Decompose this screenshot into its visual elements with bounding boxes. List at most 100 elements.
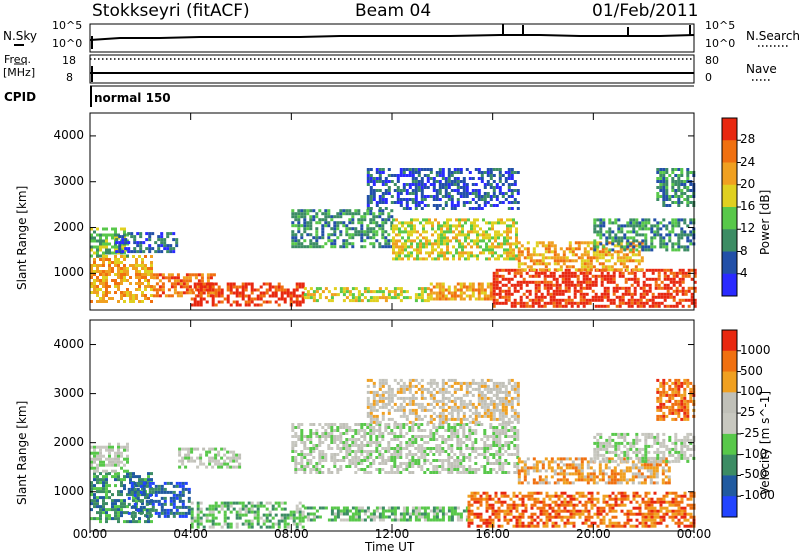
heatmap-cell xyxy=(333,456,337,459)
heatmap-cell xyxy=(136,487,140,491)
heatmap-cell xyxy=(465,186,469,189)
heatmap-cell xyxy=(393,174,397,177)
heatmap-cell xyxy=(653,245,657,249)
heatmap-cell xyxy=(366,287,370,291)
heatmap-cell xyxy=(595,259,599,263)
heatmap-cell xyxy=(160,502,164,506)
heatmap-cell xyxy=(141,264,144,267)
heatmap-cell xyxy=(157,250,161,254)
heatmap-cell xyxy=(130,232,134,236)
heatmap-cell xyxy=(426,287,430,291)
heatmap-cell xyxy=(363,233,367,237)
heatmap-cell xyxy=(608,218,612,222)
heatmap-cell xyxy=(437,233,440,237)
heatmap-cell xyxy=(447,423,451,426)
heatmap-cell xyxy=(677,248,681,252)
heatmap-cell xyxy=(683,183,687,186)
heatmap-cell xyxy=(184,456,188,460)
heatmap-cell xyxy=(446,221,449,225)
heatmap-cell xyxy=(662,168,666,171)
heatmap-cell xyxy=(617,218,621,222)
heatmap-cell xyxy=(411,465,415,468)
heatmap-cell xyxy=(651,295,655,299)
heatmap-cell xyxy=(628,259,632,263)
heatmap-cell xyxy=(117,493,120,497)
heatmap-cell xyxy=(544,244,548,248)
heatmap-cell xyxy=(681,286,685,290)
heatmap-cell xyxy=(321,453,325,456)
heatmap-cell xyxy=(129,282,132,285)
heatmap-cell xyxy=(477,177,481,180)
heatmap-cell xyxy=(286,513,290,517)
heatmap-cell xyxy=(689,189,693,192)
heatmap-cell xyxy=(429,402,433,406)
heatmap-cell xyxy=(321,456,325,459)
heatmap-cell xyxy=(114,502,117,506)
heatmap-cell xyxy=(360,233,364,237)
heatmap-cell xyxy=(188,273,192,277)
heatmap-cell xyxy=(516,283,520,287)
heatmap-cell xyxy=(411,201,415,204)
heatmap-cell xyxy=(509,224,512,228)
heatmap-cell xyxy=(96,478,99,482)
heatmap-cell xyxy=(199,456,203,460)
heatmap-cell xyxy=(105,448,108,452)
heatmap-cell xyxy=(114,248,117,252)
heatmap-cell xyxy=(357,462,361,465)
heatmap-cell xyxy=(535,253,539,257)
heatmap-cell xyxy=(546,289,550,293)
heatmap-cell xyxy=(150,270,153,273)
heatmap-cell xyxy=(120,245,123,249)
heatmap-cell xyxy=(528,298,532,302)
heatmap-cell xyxy=(468,426,472,429)
heatmap-cell xyxy=(562,262,566,266)
heatmap-cell xyxy=(500,218,503,222)
heatmap-cell xyxy=(99,239,102,243)
heatmap-cell xyxy=(438,450,442,453)
heatmap-cell xyxy=(629,236,633,240)
heatmap-cell xyxy=(172,238,176,242)
heatmap-cell xyxy=(651,298,655,302)
heatmap-cell xyxy=(666,292,670,296)
heatmap-cell xyxy=(438,471,442,474)
heatmap-cell xyxy=(447,174,451,177)
heatmap-cell xyxy=(540,280,544,284)
heatmap-cell xyxy=(408,441,412,444)
heatmap-cell xyxy=(126,493,129,497)
heatmap-cell xyxy=(503,221,506,225)
heatmap-cell xyxy=(120,276,123,279)
heatmap-cell xyxy=(384,381,388,385)
heatmap-cell xyxy=(199,459,203,463)
heatmap-cell xyxy=(123,227,126,231)
heatmap-cell xyxy=(303,239,307,243)
heatmap-cell xyxy=(432,518,436,522)
heatmap-cell xyxy=(435,285,439,289)
heatmap-cell xyxy=(599,224,603,228)
heatmap-cell xyxy=(604,247,608,251)
heatmap-cell xyxy=(351,215,355,219)
heatmap-cell xyxy=(196,288,200,292)
heatmap-cell xyxy=(144,267,147,270)
heatmap-cell xyxy=(318,245,322,249)
heatmap-cell xyxy=(176,279,180,283)
heatmap-cell xyxy=(102,261,105,264)
heatmap-cell xyxy=(102,258,105,261)
heatmap-cell xyxy=(565,256,569,260)
heatmap-cell xyxy=(568,259,572,263)
heatmap-cell xyxy=(321,471,325,474)
heatmap-cell xyxy=(348,212,352,216)
heatmap-cell xyxy=(277,303,281,307)
heatmap-cell xyxy=(693,274,697,278)
heatmap-cell xyxy=(378,453,382,456)
heatmap-cell xyxy=(501,283,505,287)
heatmap-cell xyxy=(297,212,301,216)
heatmap-cell xyxy=(650,230,654,234)
heatmap-cell xyxy=(96,517,99,521)
heatmap-cell xyxy=(483,171,487,174)
heatmap-cell xyxy=(96,451,99,455)
heatmap-cell xyxy=(206,294,210,298)
heatmap-cell xyxy=(229,291,233,295)
heatmap-cell xyxy=(455,248,458,252)
heatmap-cell xyxy=(214,516,218,520)
heatmap-cell xyxy=(93,230,96,234)
